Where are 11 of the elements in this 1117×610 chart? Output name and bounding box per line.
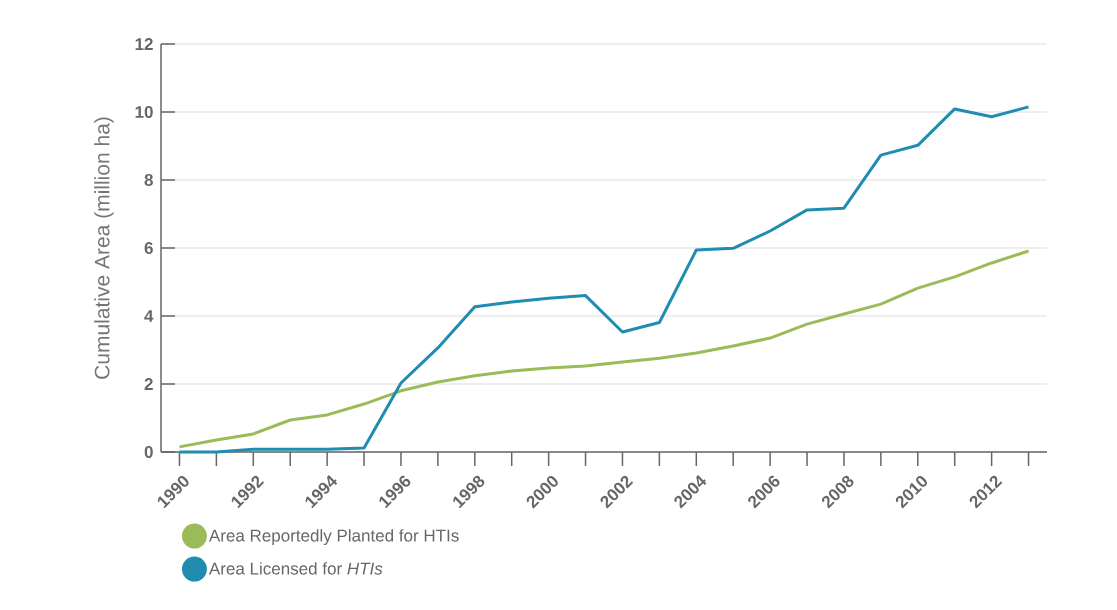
y-tick-label: 12: [135, 38, 153, 50]
y-tick-label: 6: [144, 241, 153, 255]
line-series: [177, 249, 1031, 449]
y-tick-label: 2: [144, 378, 153, 390]
y-axis-title: Cumulative Area (million ha): [94, 117, 114, 379]
y-tick-label: 0: [144, 445, 153, 459]
y-tick-label: 10: [135, 105, 153, 119]
legend-label: Area Licensed for HTIs: [208, 562, 383, 575]
legend-label: Area Reportedly Planted for HTIs: [208, 529, 459, 545]
y-tick-label: 8: [144, 173, 153, 187]
y-tick-label: 4: [144, 310, 154, 322]
